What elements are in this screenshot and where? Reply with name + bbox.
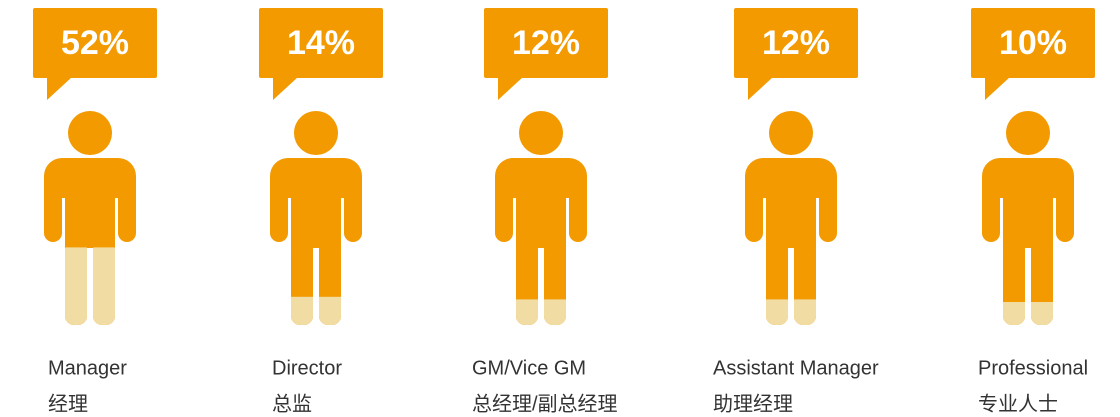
arm-left [270,170,288,242]
callout-box [33,8,157,78]
head [1006,111,1050,155]
callout-box [971,8,1095,78]
category-label-zh: 经理 [48,392,88,415]
callout-box [259,8,383,78]
category-label-zh: 专业人士 [978,392,1058,415]
pictogram-fill [65,247,115,325]
arm-right [569,170,587,242]
value-label: 52% [61,24,129,62]
value-label: 10% [999,24,1067,62]
category-label: Manager [48,357,127,379]
arm-left [44,170,62,242]
torso [291,165,341,248]
callout-box [734,8,858,78]
head [769,111,813,155]
value-label: 12% [762,24,830,62]
arm-right [819,170,837,242]
pictogram-fill [1003,302,1053,325]
head [294,111,338,155]
callout-tail [985,77,1010,100]
arm-left [745,170,763,242]
category-label: Director [272,357,342,379]
pictogram-fill [516,299,566,325]
category-label-zh: 助理经理 [713,392,793,415]
category-label-zh: 总经理/副总经理 [472,392,618,415]
torso [1003,165,1053,248]
pictogram-fill [766,299,816,325]
head [68,111,112,155]
value-label: 12% [512,24,580,62]
torso [516,165,566,248]
callout-tail [47,77,72,100]
value-label: 14% [287,24,355,62]
arm-right [344,170,362,242]
pictogram-fill [291,296,341,325]
category-label: Assistant Manager [713,357,879,379]
callout-tail [273,77,298,100]
torso [766,165,816,248]
arm-right [1056,170,1074,242]
callout-tail [748,77,773,100]
callout-box [484,8,608,78]
arm-left [495,170,513,242]
arm-left [982,170,1000,242]
callout-tail [498,77,523,100]
head [519,111,563,155]
category-label: Professional [978,357,1088,379]
arm-right [118,170,136,242]
category-label: GM/Vice GM [472,357,586,379]
category-label-zh: 总监 [272,392,312,415]
torso [65,165,115,248]
